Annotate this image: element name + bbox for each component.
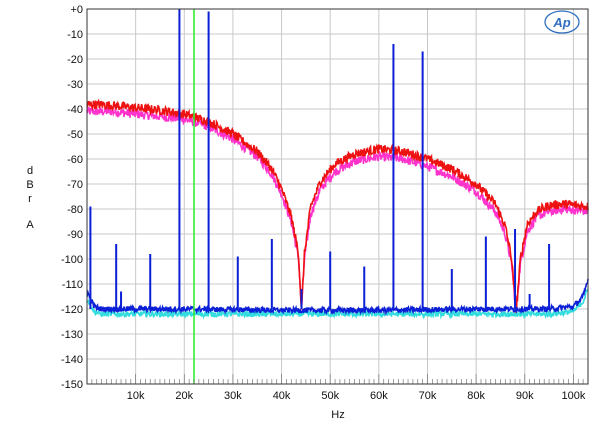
x-tick-label: 30k <box>224 390 242 402</box>
spike-group <box>89 9 551 309</box>
x-tick-label: 50k <box>321 390 339 402</box>
ap-logo-ring <box>544 10 580 34</box>
y-tick-label: -100 <box>61 254 83 266</box>
y-axis-label-letter: A <box>26 219 34 231</box>
y-tick-label: -20 <box>67 54 83 66</box>
ap-logo: Ap <box>544 10 580 34</box>
series-line <box>86 98 589 315</box>
y-tick-label: -120 <box>61 304 83 316</box>
y-tick-label: -50 <box>67 129 83 141</box>
x-tick-labels: 10k 20k 30k 40k 50k 60k 70k 80k 90k 100k <box>127 390 586 402</box>
y-axis-label-letter: d <box>27 165 33 177</box>
y-tick-label: -60 <box>67 154 83 166</box>
plot-frame <box>86 8 589 385</box>
y-tick-label: -30 <box>67 79 83 91</box>
x-tick-label: 100k <box>561 390 585 402</box>
y-tick-label: -140 <box>61 354 83 366</box>
y-tick-label: +0 <box>70 4 83 16</box>
series-line <box>86 278 589 316</box>
data-series <box>86 98 589 320</box>
series-line <box>86 288 589 320</box>
y-tick-label: -130 <box>61 329 83 341</box>
y-tick-label: -150 <box>61 379 83 391</box>
plot-background <box>87 9 588 384</box>
x-minor-ticks <box>91 374 584 384</box>
ap-logo-text: Ap <box>552 15 570 30</box>
x-tick-label: 10k <box>127 390 145 402</box>
x-tick-label: 20k <box>175 390 193 402</box>
x-tick-label: 80k <box>467 390 485 402</box>
x-tick-label: 60k <box>370 390 388 402</box>
y-tick-label: -110 <box>62 279 83 291</box>
series-line <box>86 105 589 311</box>
y-axis-label: dBr A <box>26 165 34 231</box>
y-axis-label-letter: B <box>26 179 33 191</box>
y-tick-label: -70 <box>67 179 83 191</box>
x-axis-label: Hz <box>331 409 344 421</box>
y-axis-label-letter: r <box>28 193 32 205</box>
y-tick-label: -10 <box>67 29 83 41</box>
y-tick-labels: +0 -10 -20 -30 -40 -50 -60 -70 -80 -90 -100 -110 -12… <box>61 4 83 391</box>
x-tick-label: 40k <box>273 390 291 402</box>
y-tick-label: -90 <box>67 229 83 241</box>
y-tick-label: -40 <box>67 104 83 116</box>
x-tick-label: 70k <box>419 390 437 402</box>
y-tick-label: -80 <box>67 204 83 216</box>
x-tick-label: 90k <box>516 390 534 402</box>
